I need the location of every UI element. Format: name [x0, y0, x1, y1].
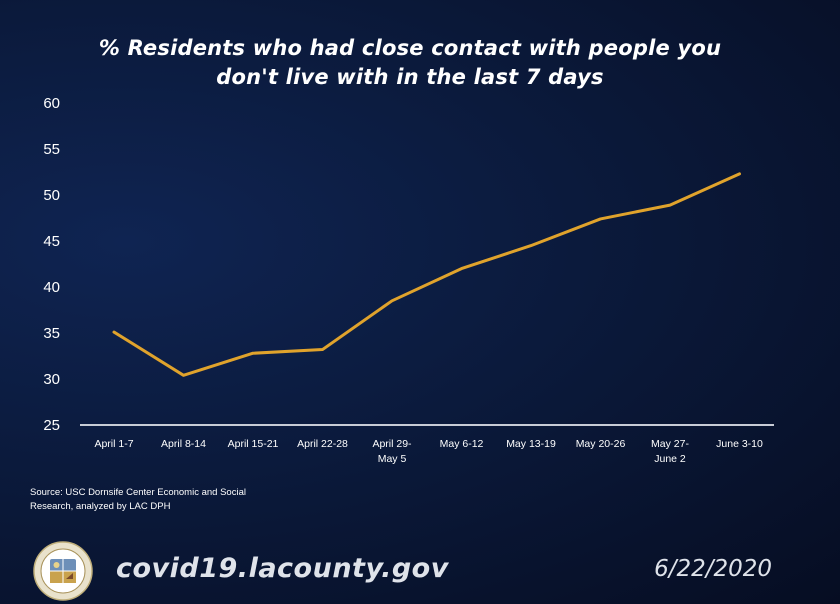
x-tick-label: April 15-21 [228, 438, 279, 450]
y-tick-label: 50 [43, 187, 60, 204]
y-tick-label: 30 [43, 371, 60, 388]
x-tick-label: May 5 [378, 453, 407, 465]
y-tick-label: 25 [43, 417, 60, 434]
chart-title: % Residents who had close contact with p… [60, 34, 760, 92]
y-tick-label: 40 [43, 279, 60, 296]
x-tick-label: May 6-12 [440, 438, 484, 450]
county-seal-icon [33, 541, 93, 601]
y-tick-label: 60 [43, 95, 60, 112]
chart-title-line-2: don't live with in the last 7 days [216, 65, 604, 89]
x-tick-label: May 13-19 [506, 438, 556, 450]
x-tick-label: June 3-10 [716, 438, 763, 450]
x-tick-label: April 1-7 [94, 438, 133, 450]
series-line [112, 172, 741, 377]
x-tick-label: June 2 [654, 453, 686, 465]
y-tick-label: 55 [43, 141, 60, 158]
x-tick-label: May 20-26 [576, 438, 626, 450]
slide-date: 6/22/2020 [654, 556, 772, 582]
website-link[interactable]: covid19.lacounty.gov [116, 553, 449, 584]
x-tick-label: April 22-28 [297, 438, 348, 450]
x-tick-label: May 27- [651, 438, 689, 450]
y-tick-label: 35 [43, 325, 60, 342]
x-tick-label: April 8-14 [161, 438, 206, 450]
chart-title-line-1: % Residents who had close contact with p… [98, 36, 722, 60]
source-note: Source: USC Dornsife Center Economic and… [30, 487, 246, 512]
x-tick-label: April 29- [372, 438, 412, 450]
y-tick-label: 45 [43, 233, 60, 250]
